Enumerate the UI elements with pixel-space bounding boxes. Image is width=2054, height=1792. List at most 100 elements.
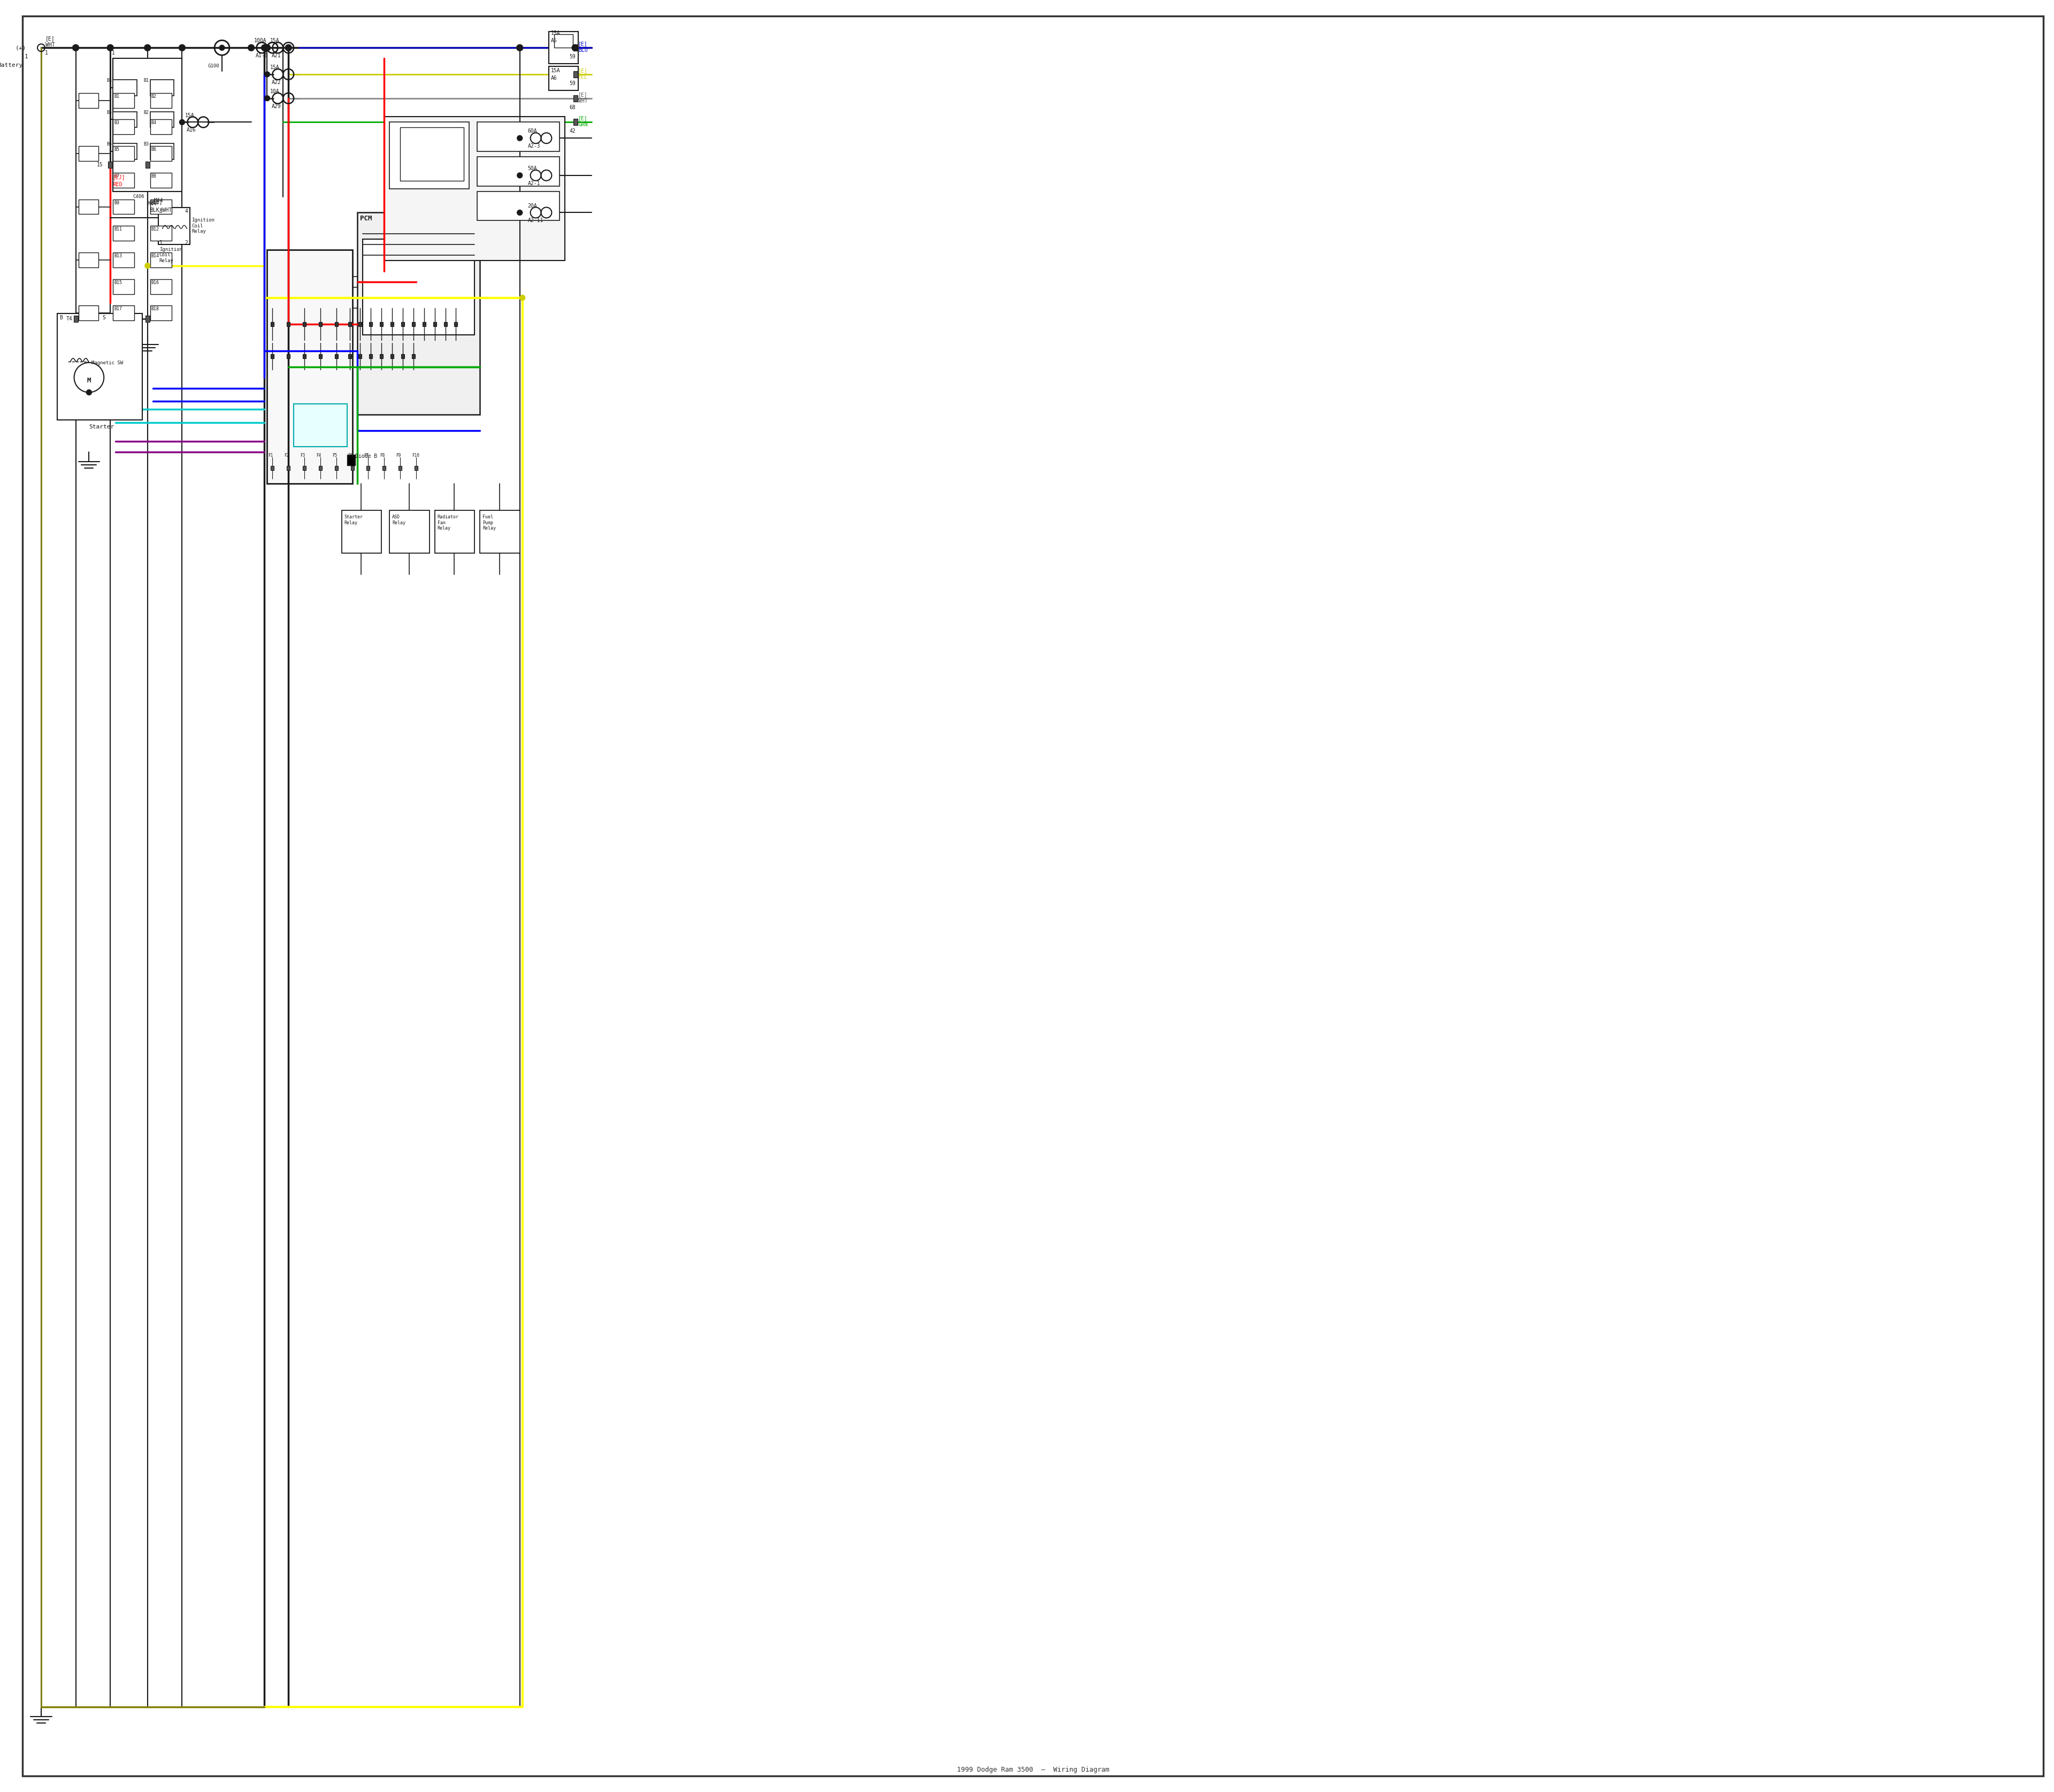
Text: B7: B7	[115, 174, 119, 179]
Bar	[573, 72, 577, 77]
Bar	[364, 238, 474, 335]
Text: B16: B16	[152, 280, 160, 285]
Text: C406: C406	[134, 194, 144, 199]
Bar	[150, 79, 175, 95]
Bar	[435, 511, 474, 554]
Text: 15A: 15A	[550, 30, 561, 36]
Text: [E]: [E]	[579, 68, 587, 73]
Bar	[359, 323, 362, 326]
Bar	[58, 314, 142, 419]
Bar	[347, 455, 355, 466]
Bar	[302, 355, 306, 358]
Bar	[347, 355, 351, 358]
Text: 1: 1	[45, 50, 47, 56]
Bar	[390, 355, 394, 358]
Text: B2: B2	[152, 93, 156, 99]
Text: B17: B17	[115, 306, 121, 312]
Text: B10: B10	[152, 201, 160, 206]
Text: G100: G100	[207, 65, 220, 68]
Text: 4: 4	[185, 210, 187, 215]
Text: 3: 3	[160, 210, 162, 215]
Text: A2-1: A2-1	[528, 181, 540, 186]
Circle shape	[261, 45, 267, 50]
Bar	[481, 511, 520, 554]
Text: F4: F4	[316, 453, 320, 457]
Bar	[158, 208, 191, 244]
Text: B5: B5	[115, 147, 119, 152]
Text: WHT: WHT	[45, 43, 55, 48]
Text: M44: M44	[148, 201, 156, 206]
Text: B3: B3	[144, 142, 150, 147]
Bar	[433, 323, 435, 326]
Bar	[454, 323, 458, 326]
Text: BLK/WHT: BLK/WHT	[150, 208, 173, 213]
Text: F5: F5	[333, 453, 337, 457]
Text: 15: 15	[97, 161, 103, 167]
Bar	[555, 34, 573, 48]
Circle shape	[265, 72, 269, 77]
Text: A2-11: A2-11	[528, 219, 544, 224]
Text: [E]: [E]	[45, 36, 55, 41]
Circle shape	[518, 172, 522, 177]
Text: Magnetic SW: Magnetic SW	[92, 360, 123, 366]
Bar	[423, 323, 425, 326]
Text: A6: A6	[550, 75, 557, 81]
Bar	[401, 127, 464, 181]
Circle shape	[144, 45, 150, 50]
Text: B6: B6	[152, 147, 156, 152]
Bar	[335, 323, 339, 326]
Text: WHT: WHT	[579, 99, 587, 104]
Text: A5: A5	[550, 38, 557, 43]
Bar	[573, 45, 577, 50]
Text: Ignition
Coil
Relay: Ignition Coil Relay	[191, 219, 216, 235]
Bar	[370, 355, 372, 358]
Text: 68: 68	[569, 104, 575, 109]
Bar	[150, 111, 175, 127]
Text: 15A: 15A	[550, 68, 561, 73]
Text: 1: 1	[25, 54, 29, 59]
Bar	[548, 66, 579, 90]
Bar	[548, 32, 579, 65]
Text: Battery: Battery	[0, 63, 23, 68]
Circle shape	[520, 296, 526, 301]
Bar	[74, 315, 78, 323]
Text: [EJ]: [EJ]	[113, 174, 125, 179]
Bar	[113, 253, 134, 267]
Text: T4: T4	[66, 317, 72, 321]
Bar	[341, 511, 382, 554]
Bar	[318, 355, 322, 358]
Bar	[78, 199, 99, 215]
Text: 1: 1	[160, 240, 162, 246]
Text: F2: F2	[283, 453, 290, 457]
Bar	[113, 79, 138, 95]
Circle shape	[249, 45, 255, 50]
Text: A22: A22	[271, 79, 281, 84]
Bar	[444, 323, 448, 326]
Text: YEL: YEL	[579, 73, 587, 79]
Circle shape	[265, 45, 271, 50]
Text: B15: B15	[115, 280, 121, 285]
Text: B14: B14	[152, 253, 160, 258]
Text: B2: B2	[144, 109, 150, 115]
Bar	[359, 355, 362, 358]
Bar	[382, 466, 386, 470]
Bar	[302, 323, 306, 326]
Text: B9: B9	[115, 201, 119, 206]
Circle shape	[286, 45, 292, 50]
Bar	[398, 466, 403, 470]
Bar	[271, 355, 273, 358]
Text: F8: F8	[380, 453, 384, 457]
Bar	[294, 403, 347, 446]
Bar	[411, 323, 415, 326]
Text: B1: B1	[144, 79, 150, 82]
Bar	[271, 466, 273, 470]
Circle shape	[86, 389, 92, 394]
Text: GRN: GRN	[579, 122, 587, 127]
Bar	[390, 122, 468, 188]
Bar	[380, 355, 384, 358]
Text: 1999 Dodge Ram 3500  —  Wiring Diagram: 1999 Dodge Ram 3500 — Wiring Diagram	[957, 1767, 1109, 1774]
Text: Starter: Starter	[88, 425, 115, 430]
Bar	[150, 93, 170, 108]
Text: 1: 1	[111, 50, 115, 56]
Circle shape	[571, 45, 579, 50]
